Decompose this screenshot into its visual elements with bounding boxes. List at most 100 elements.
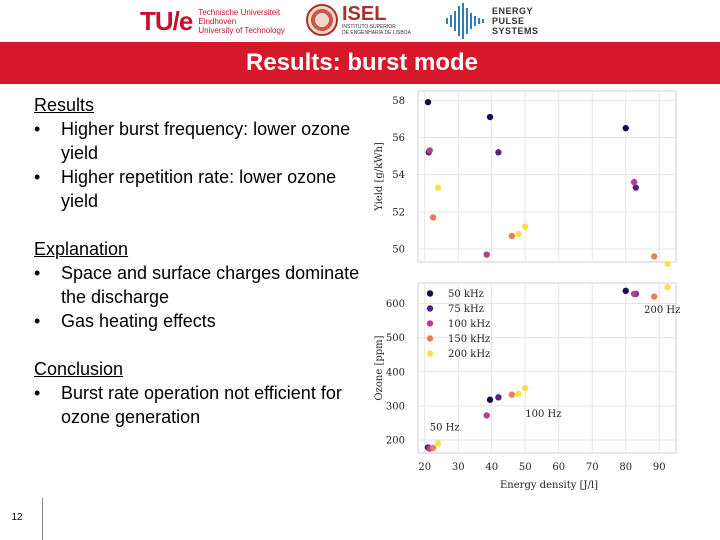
section-heading-results: Results <box>34 95 95 115</box>
data-point <box>426 147 433 154</box>
bullet-glyph: • <box>34 263 41 283</box>
plot-frame <box>417 282 677 454</box>
tue-logo-mark: TU/e <box>140 6 193 36</box>
data-point <box>495 394 502 401</box>
legend-marker <box>426 320 434 327</box>
eps-logo-line: ENERGY <box>492 6 534 16</box>
bullet-text: Higher burst frequency: lower ozone yiel… <box>61 119 351 163</box>
bullet-glyph: • <box>34 311 41 331</box>
bullet-text: Burst rate operation not efficient for o… <box>61 383 342 427</box>
y-tick-label: 200 <box>386 436 405 447</box>
isel-logo-name: ISEL <box>342 3 387 25</box>
data-point <box>630 178 638 186</box>
bullet-text: Higher repetition rate: lower ozone yiel… <box>61 167 337 211</box>
x-tick-label: 70 <box>586 462 599 473</box>
title-bar: Results: burst mode <box>0 42 720 84</box>
isel-logo-line: INSTITUTO SUPERIOR <box>342 24 396 30</box>
x-tick-label: 90 <box>653 462 666 473</box>
x-tick-label: 20 <box>418 462 431 473</box>
legend-label: 150 kHz <box>448 334 490 345</box>
footer-divider <box>42 498 43 540</box>
data-point <box>424 98 432 106</box>
data-point <box>429 214 437 221</box>
data-point <box>508 232 516 240</box>
bullet-item: • Burst rate operation not efficient for … <box>34 381 364 429</box>
plot-frame <box>417 90 677 263</box>
bullet-item: • Higher burst frequency: lower ozone yie… <box>34 117 364 165</box>
y-tick-label: 56 <box>392 133 405 144</box>
y-axis-label: Ozone [ppm] <box>374 335 385 400</box>
bullet-item: • Gas heating effects <box>34 309 364 333</box>
tue-logo-line: Technische Universiteit <box>198 8 281 17</box>
section-heading-conclusion: Conclusion <box>34 359 124 379</box>
slide-title: Results: burst mode <box>245 49 479 76</box>
x-tick-label: 30 <box>452 462 465 473</box>
y-axis-label: Yield [g/kWh] <box>374 142 385 212</box>
legend-marker <box>426 335 434 342</box>
bullet-item: • Higher repetition rate: lower ozone yie… <box>34 165 364 213</box>
data-point <box>486 113 494 121</box>
data-point <box>651 253 658 260</box>
data-point <box>483 251 490 258</box>
annotation-label: 100 Hz <box>525 409 561 420</box>
bullet-glyph: • <box>34 167 41 187</box>
results-charts: 50 52 54 56 58 Yield [g/kWh] 200 300 400 500 600 2… <box>374 90 680 491</box>
data-point <box>486 396 494 403</box>
data-point <box>522 384 529 392</box>
annotation-label: 200 Hz <box>644 305 680 316</box>
x-axis-label: Energy density [J/l] <box>500 480 598 491</box>
legend-label: 200 kHz <box>448 349 490 360</box>
annotation-label: 50 Hz <box>430 422 460 433</box>
data-point <box>622 287 629 295</box>
legend-marker <box>426 305 434 312</box>
chart-legend: 50 kHz 75 kHz 100 kHz 150 kHz 200 kHz <box>426 289 490 360</box>
data-point <box>522 223 529 230</box>
data-point <box>622 124 629 132</box>
x-tick-label: 80 <box>619 462 632 473</box>
data-point <box>630 290 638 298</box>
data-point <box>515 230 522 238</box>
tue-logo-line: University of Technology <box>198 26 285 35</box>
eps-logo-line: SYSTEMS <box>492 26 539 36</box>
y-tick-label: 300 <box>386 401 405 412</box>
tue-logo-line: Eindhoven <box>198 17 237 26</box>
legend-label: 50 kHz <box>448 289 484 300</box>
data-point <box>434 184 442 191</box>
legend-label: 75 kHz <box>448 304 484 315</box>
eps-logo-line: PULSE <box>492 16 525 26</box>
data-point <box>664 283 671 291</box>
legend-label: 100 kHz <box>448 319 490 330</box>
data-point <box>651 293 658 300</box>
page-number: 12 <box>11 512 23 523</box>
x-tick-label: 40 <box>485 462 498 473</box>
bullet-text: Gas heating effects <box>61 311 216 331</box>
y-tick-label: 52 <box>392 207 405 218</box>
pulse-wave-icon <box>446 3 484 39</box>
data-point <box>508 391 516 398</box>
y-tick-label: 400 <box>386 367 405 378</box>
data-point <box>434 440 442 447</box>
x-tick-label: 50 <box>519 462 532 473</box>
isel-seal-icon <box>306 4 338 36</box>
y-tick-label: 500 <box>386 333 405 344</box>
legend-marker <box>426 350 434 357</box>
slide-content: Results • Higher burst frequency: lower o… <box>34 93 364 429</box>
header-logos: TU/e Technische Universiteit Eindhoven U… <box>0 0 720 42</box>
y-tick-label: 58 <box>392 96 405 107</box>
data-point <box>429 444 437 452</box>
data-point <box>632 184 639 191</box>
bullet-item: • Space and surface charges dominate the … <box>34 261 364 309</box>
section-heading-explanation: Explanation <box>34 239 129 259</box>
tue-logo: TU/e Technische Universiteit Eindhoven U… <box>140 6 285 37</box>
legend-marker <box>426 290 434 297</box>
data-point <box>515 390 522 398</box>
isel-logo: ISEL INSTITUTO SUPERIOR DE ENGENHARIA DE… <box>306 4 411 36</box>
bullet-text: Space and surface charges dominate the d… <box>61 263 360 307</box>
isel-logo-line: DE ENGENHARIA DE LISBOA <box>342 30 411 36</box>
energy-pulse-systems-logo: ENERGY PULSE SYSTEMS <box>444 2 539 40</box>
y-tick-label: 54 <box>392 170 405 181</box>
data-point <box>495 149 502 156</box>
ozone-chart: 200 300 400 500 600 20 30 40 50 60 70 80 90 Ozone [pp… <box>374 282 680 491</box>
bullet-glyph: • <box>34 383 41 403</box>
y-tick-label: 600 <box>386 299 405 310</box>
